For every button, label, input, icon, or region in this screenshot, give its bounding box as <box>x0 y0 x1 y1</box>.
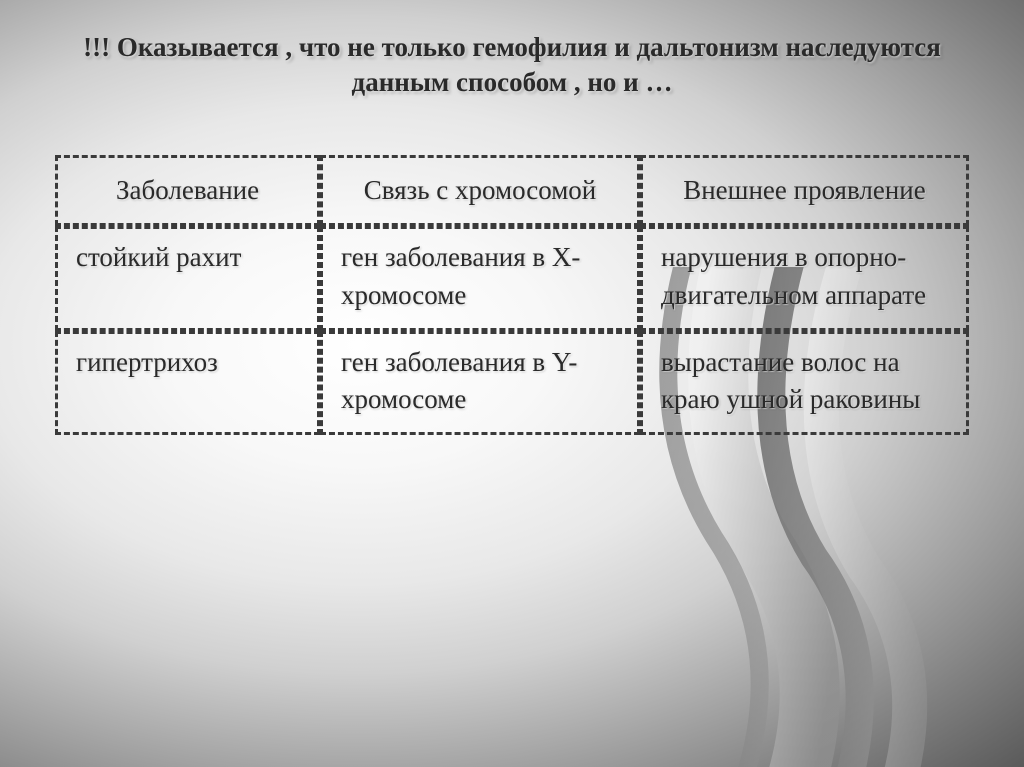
cell-disease: стойкий рахит <box>55 226 320 331</box>
table-row: гипертрихоз ген заболевания в Y-хромосом… <box>55 331 969 436</box>
header-chromosome: Связь с хромосомой <box>320 155 640 226</box>
slide-title: !!! Оказывается , что не только гемофили… <box>55 30 969 100</box>
header-manifestation: Внешнее проявление <box>640 155 969 226</box>
cell-manifestation: нарушения в опорно-двигательном аппарате <box>640 226 969 331</box>
cell-chromosome: ген заболевания в X-хромосоме <box>320 226 640 331</box>
table-row: стойкий рахит ген заболевания в X-хромос… <box>55 226 969 331</box>
table-header-row: Заболевание Связь с хромосомой Внешнее п… <box>55 155 969 226</box>
cell-manifestation: вырастание волос на краю ушной раковины <box>640 331 969 436</box>
cell-chromosome: ген заболевания в Y-хромосоме <box>320 331 640 436</box>
cell-disease: гипертрихоз <box>55 331 320 436</box>
slide-content: !!! Оказывается , что не только гемофили… <box>0 0 1024 435</box>
diseases-table: Заболевание Связь с хромосомой Внешнее п… <box>55 155 969 435</box>
header-disease: Заболевание <box>55 155 320 226</box>
